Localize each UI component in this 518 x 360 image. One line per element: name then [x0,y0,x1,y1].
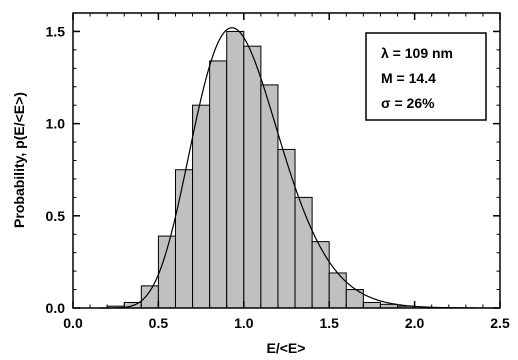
x-tick-label: 1.5 [319,315,339,331]
axis-ticks [72,12,501,309]
bar [174,169,194,309]
bar [311,241,330,309]
bar [243,45,262,309]
legend-m: M = 14.4 [381,70,436,86]
x-tick-label: 2.0 [405,315,425,331]
bar [226,30,245,309]
y-axis-label: Probability, p(E/<E>) [11,92,27,228]
bar [209,60,228,309]
bar [362,301,381,309]
bar [260,84,279,309]
bar [157,235,176,309]
bar [277,148,296,309]
x-tick-label: 2.5 [490,315,510,331]
legend: λ = 109 nm M = 14.4 σ = 26% [365,32,487,121]
bar [294,196,313,309]
y-tick-label: 1.5 [46,23,66,39]
bar [328,272,347,309]
bar [192,104,211,309]
legend-lambda: λ = 109 nm [381,45,453,61]
legend-sigma: σ = 26% [381,95,435,111]
y-tick-label: 0.5 [46,208,66,224]
x-tick-labels: 0.0 0.5 1.0 1.5 2.0 2.5 [63,315,510,331]
legend-box [365,32,487,121]
x-tick-label: 0.0 [63,315,83,331]
x-tick-label: 0.5 [149,315,169,331]
y-tick-label: 0.0 [46,300,66,316]
bar [140,285,159,309]
y-tick-label: 1.0 [46,116,66,132]
y-tick-labels: 0.0 0.5 1.0 1.5 [46,23,66,316]
x-tick-label: 1.0 [234,315,254,331]
histogram-bars [106,30,416,309]
x-axis-label: E/<E> [267,340,306,356]
